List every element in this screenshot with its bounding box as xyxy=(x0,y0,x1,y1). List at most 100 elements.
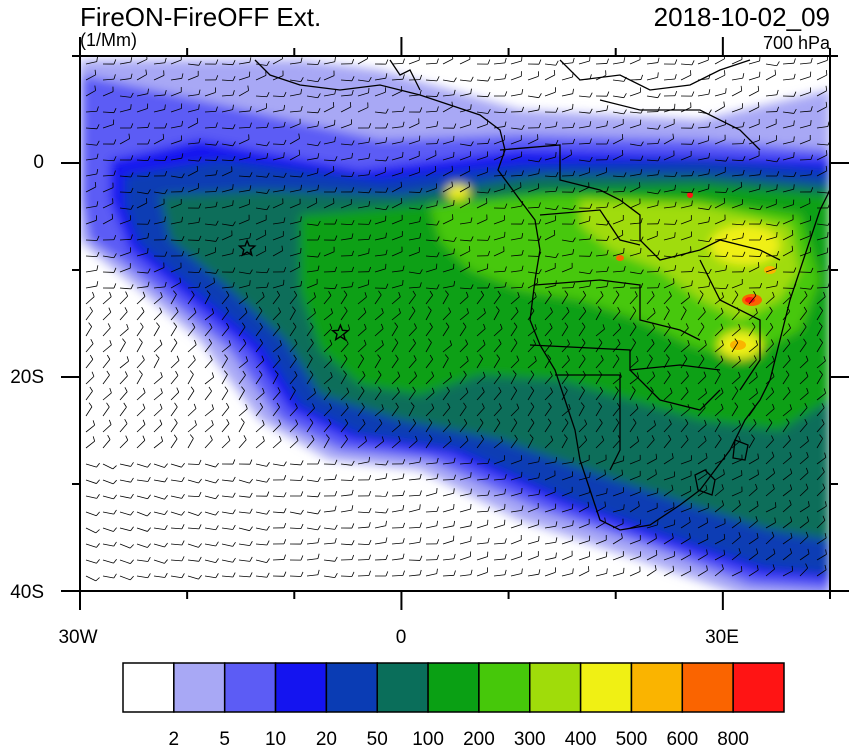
wind-barb xyxy=(204,92,216,97)
wind-barb-flag xyxy=(164,216,166,222)
wind-barb-flag xyxy=(334,524,338,530)
wind-barb xyxy=(255,326,263,337)
wind-barb-flag xyxy=(822,483,826,489)
wind-barb-flag xyxy=(215,573,219,578)
wind-barb xyxy=(391,509,403,513)
wind-barb-flag xyxy=(805,355,809,361)
wind-barb xyxy=(748,326,756,337)
wind-barb xyxy=(561,127,574,129)
wind-barb xyxy=(697,239,709,243)
wind-barb xyxy=(323,510,335,513)
wind-barb-flag xyxy=(487,138,490,144)
wind-barb xyxy=(306,558,318,561)
wind-barb xyxy=(697,522,708,529)
wind-barb xyxy=(85,440,95,449)
wind-barb xyxy=(153,511,165,516)
wind-barb xyxy=(238,479,250,484)
wind-barb xyxy=(255,392,265,401)
wind-barb xyxy=(408,207,420,210)
wind-barb-flag xyxy=(498,403,502,409)
wind-barb xyxy=(612,460,624,465)
wind-barb xyxy=(238,126,251,129)
wind-barb-flag xyxy=(606,139,610,145)
wind-barb xyxy=(765,506,777,513)
wind-barb-flag xyxy=(249,57,252,63)
wind-barb-flag xyxy=(734,290,739,295)
wind-barb-flag xyxy=(771,387,775,393)
wind-barb-flag xyxy=(208,386,212,392)
wind-barb-flag xyxy=(606,91,610,97)
wind-barb-flag xyxy=(538,219,542,225)
wind-barb xyxy=(340,237,352,241)
wind-barb-flag xyxy=(258,306,263,312)
wind-barb-flag xyxy=(604,501,606,507)
wind-barb xyxy=(85,285,97,289)
wind-barb-flag xyxy=(249,122,252,128)
wind-barb-flag xyxy=(504,203,508,209)
wind-barb-flag xyxy=(790,532,793,538)
wind-barb xyxy=(663,570,674,577)
wind-barb-flag xyxy=(672,565,675,571)
colorbar-label: 100 xyxy=(412,729,444,747)
wind-barb-flag xyxy=(344,306,348,312)
wind-barb xyxy=(697,473,708,481)
wind-barb xyxy=(476,358,484,369)
wind-barb-flag xyxy=(740,181,743,187)
wind-barb xyxy=(714,523,726,529)
wind-barb-flag xyxy=(651,291,655,296)
wind-barb xyxy=(374,477,386,481)
wind-barb xyxy=(765,408,775,417)
wind-barb xyxy=(119,311,128,321)
wind-barb-flag xyxy=(181,236,185,241)
wind-barb xyxy=(493,478,505,481)
wind-barb-flag xyxy=(793,152,795,158)
wind-barb xyxy=(663,489,674,497)
wind-barb-flag xyxy=(640,141,644,147)
wind-barb-flag xyxy=(385,508,389,514)
wind-barb-flag xyxy=(124,418,128,424)
wind-barb-flag xyxy=(470,236,474,242)
wind-barb xyxy=(153,221,165,225)
wind-barb-flag xyxy=(789,484,793,490)
wind-barb xyxy=(697,507,709,513)
wind-barb xyxy=(306,283,318,289)
wind-barb xyxy=(544,422,552,433)
wind-barb xyxy=(289,285,301,289)
wind-barb-flag xyxy=(181,216,183,222)
wind-barb xyxy=(544,508,556,513)
wind-barb xyxy=(799,567,808,577)
wind-barb-flag xyxy=(793,58,796,64)
wind-barb-flag xyxy=(164,234,168,240)
wind-barb-flag xyxy=(215,140,219,146)
wind-barb xyxy=(493,270,506,273)
wind-barb xyxy=(425,359,434,369)
wind-barb-flag xyxy=(650,386,654,392)
wind-barb xyxy=(629,459,641,465)
wind-barb-flag xyxy=(368,219,372,225)
wind-barb xyxy=(187,374,194,385)
wind-barb xyxy=(442,326,450,337)
wind-barb xyxy=(782,408,792,417)
wind-barb-flag xyxy=(756,565,759,571)
wind-barb-flag xyxy=(310,322,314,328)
wind-barb xyxy=(510,237,522,241)
wind-barb-flag xyxy=(788,291,792,297)
wind-barb-flag xyxy=(470,536,472,542)
wind-barb xyxy=(255,343,263,353)
wind-barb xyxy=(782,296,792,305)
wind-barb-flag xyxy=(198,203,202,209)
wind-barb xyxy=(323,328,333,337)
wind-barb-flag xyxy=(397,371,401,377)
wind-barb xyxy=(272,311,281,321)
wind-barb-flag xyxy=(276,402,280,408)
wind-barb xyxy=(748,266,760,273)
wind-barb xyxy=(204,223,216,226)
wind-barb-flag xyxy=(130,559,134,564)
wind-barb xyxy=(595,374,603,385)
wind-barb xyxy=(782,439,791,449)
wind-barb xyxy=(289,310,296,321)
wind-barb-flag xyxy=(723,101,725,107)
wind-barb xyxy=(374,374,382,385)
wind-barb xyxy=(816,342,824,353)
wind-barb-flag xyxy=(198,524,202,530)
